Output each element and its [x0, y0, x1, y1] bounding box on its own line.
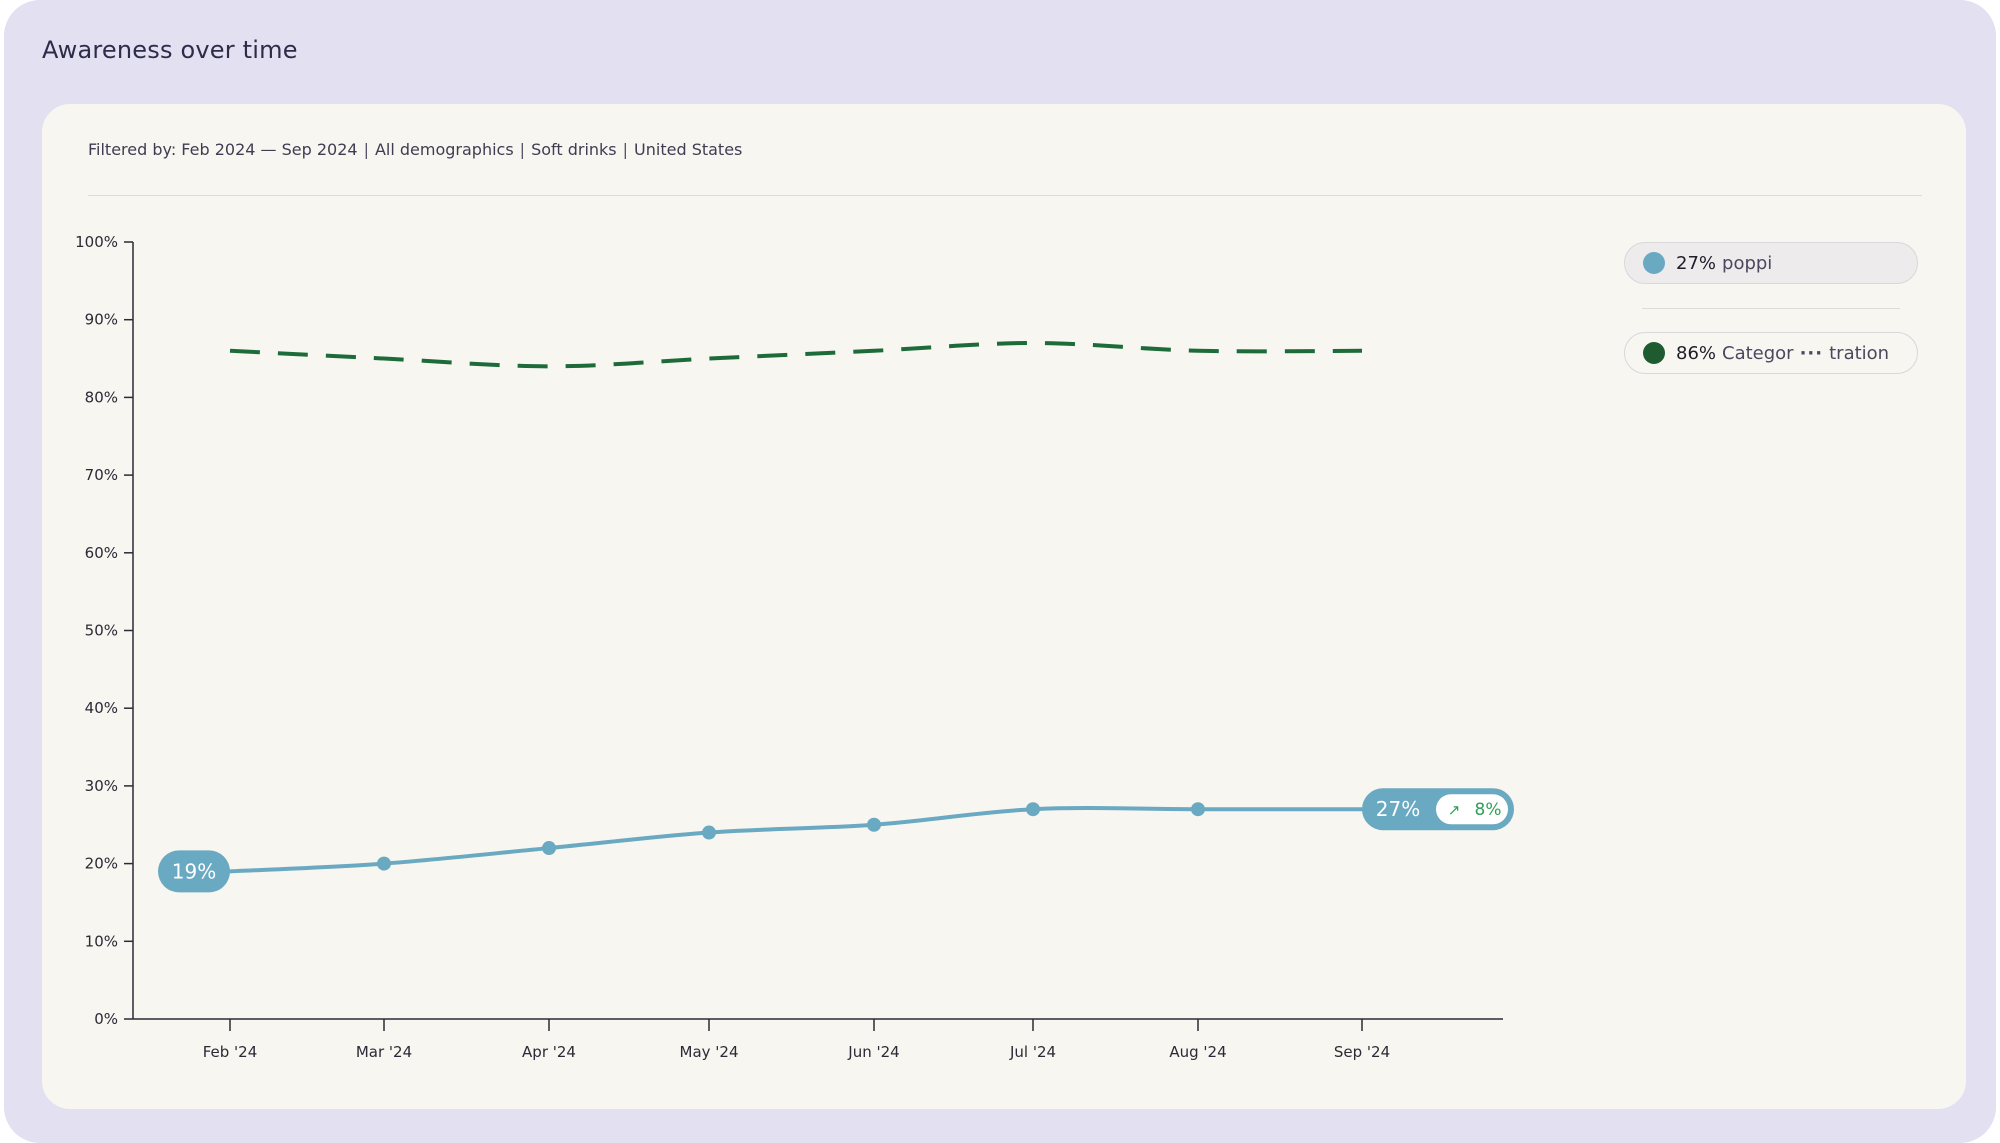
legend-item-poppi[interactable]: 27% poppi [1624, 242, 1918, 284]
filter-divider [88, 195, 1922, 196]
change-value-label: 8% [1475, 800, 1502, 820]
trend-up-icon: ↗ [1448, 801, 1461, 819]
ellipsis-icon: ··· [1799, 342, 1824, 364]
y-tick-label: 60% [85, 544, 118, 562]
end-value-label: 27% [1376, 797, 1420, 821]
x-tick-label: Mar '24 [356, 1043, 412, 1061]
x-tick-label: Jul '24 [1009, 1043, 1056, 1061]
data-point [702, 825, 716, 840]
filter-category: Soft drinks [531, 140, 617, 159]
y-tick-label: 100% [75, 233, 118, 251]
y-tick-label: 70% [85, 466, 118, 484]
x-tick-label: Aug '24 [1169, 1043, 1226, 1061]
x-tick-label: Feb '24 [203, 1043, 258, 1061]
legend-divider [1642, 308, 1900, 309]
legend-swatch-category [1643, 342, 1665, 364]
change-chip [1436, 794, 1508, 825]
legend-item-category[interactable]: 86% Categor ··· tration [1624, 332, 1918, 374]
y-tick-label: 40% [85, 699, 118, 717]
y-tick-label: 10% [85, 932, 118, 950]
widget-frame: Awareness over time Filtered by: Feb 202… [4, 0, 1996, 1143]
filter-region: United States [634, 140, 743, 159]
x-tick-label: May '24 [680, 1043, 739, 1061]
x-tick-label: Jun '24 [847, 1043, 899, 1061]
x-tick-label: Apr '24 [522, 1043, 576, 1061]
y-tick-label: 50% [85, 622, 118, 640]
filter-separator: | [622, 140, 629, 159]
filter-separator: | [363, 140, 369, 159]
y-tick-label: 80% [85, 388, 118, 406]
filter-demographics: All demographics [374, 140, 514, 159]
filter-date-range: Filtered by: Feb 2024 — Sep 2024 [88, 140, 358, 159]
series-line-category [229, 341, 1363, 369]
y-tick-label: 0% [94, 1010, 118, 1028]
legend-value-category: 86% [1676, 342, 1717, 364]
data-point [377, 856, 391, 871]
y-tick-label: 90% [85, 311, 118, 329]
data-point [867, 817, 881, 832]
data-point [542, 841, 556, 856]
awareness-line-chart: 0% 10% 20% 30% 40% 50% 60% 70% 80% 90% 100% Feb '24… [75, 233, 1514, 1061]
legend-label-category-start: Categor [1722, 342, 1794, 364]
y-tick-label: 20% [85, 855, 118, 873]
start-value-badge [158, 850, 230, 893]
legend-label-category-end: tration [1829, 342, 1890, 364]
legend-swatch-poppi [1643, 252, 1665, 274]
filter-summary: Filtered by: Feb 2024 — Sep 2024 | All dem… [88, 140, 742, 159]
legend-label-poppi: poppi [1722, 252, 1773, 274]
x-tick-label: Sep '24 [1334, 1043, 1390, 1061]
y-tick-label: 30% [85, 777, 118, 795]
chart-card: Filtered by: Feb 2024 — Sep 2024 | All dem… [42, 104, 1966, 1109]
data-point [1026, 802, 1040, 817]
legend-value-poppi: 27% [1676, 252, 1717, 274]
filter-separator: | [519, 140, 526, 159]
start-value-label: 19% [172, 859, 216, 883]
widget-title: Awareness over time [42, 36, 298, 64]
series-line-poppi [228, 806, 1364, 874]
data-point [1191, 802, 1205, 817]
